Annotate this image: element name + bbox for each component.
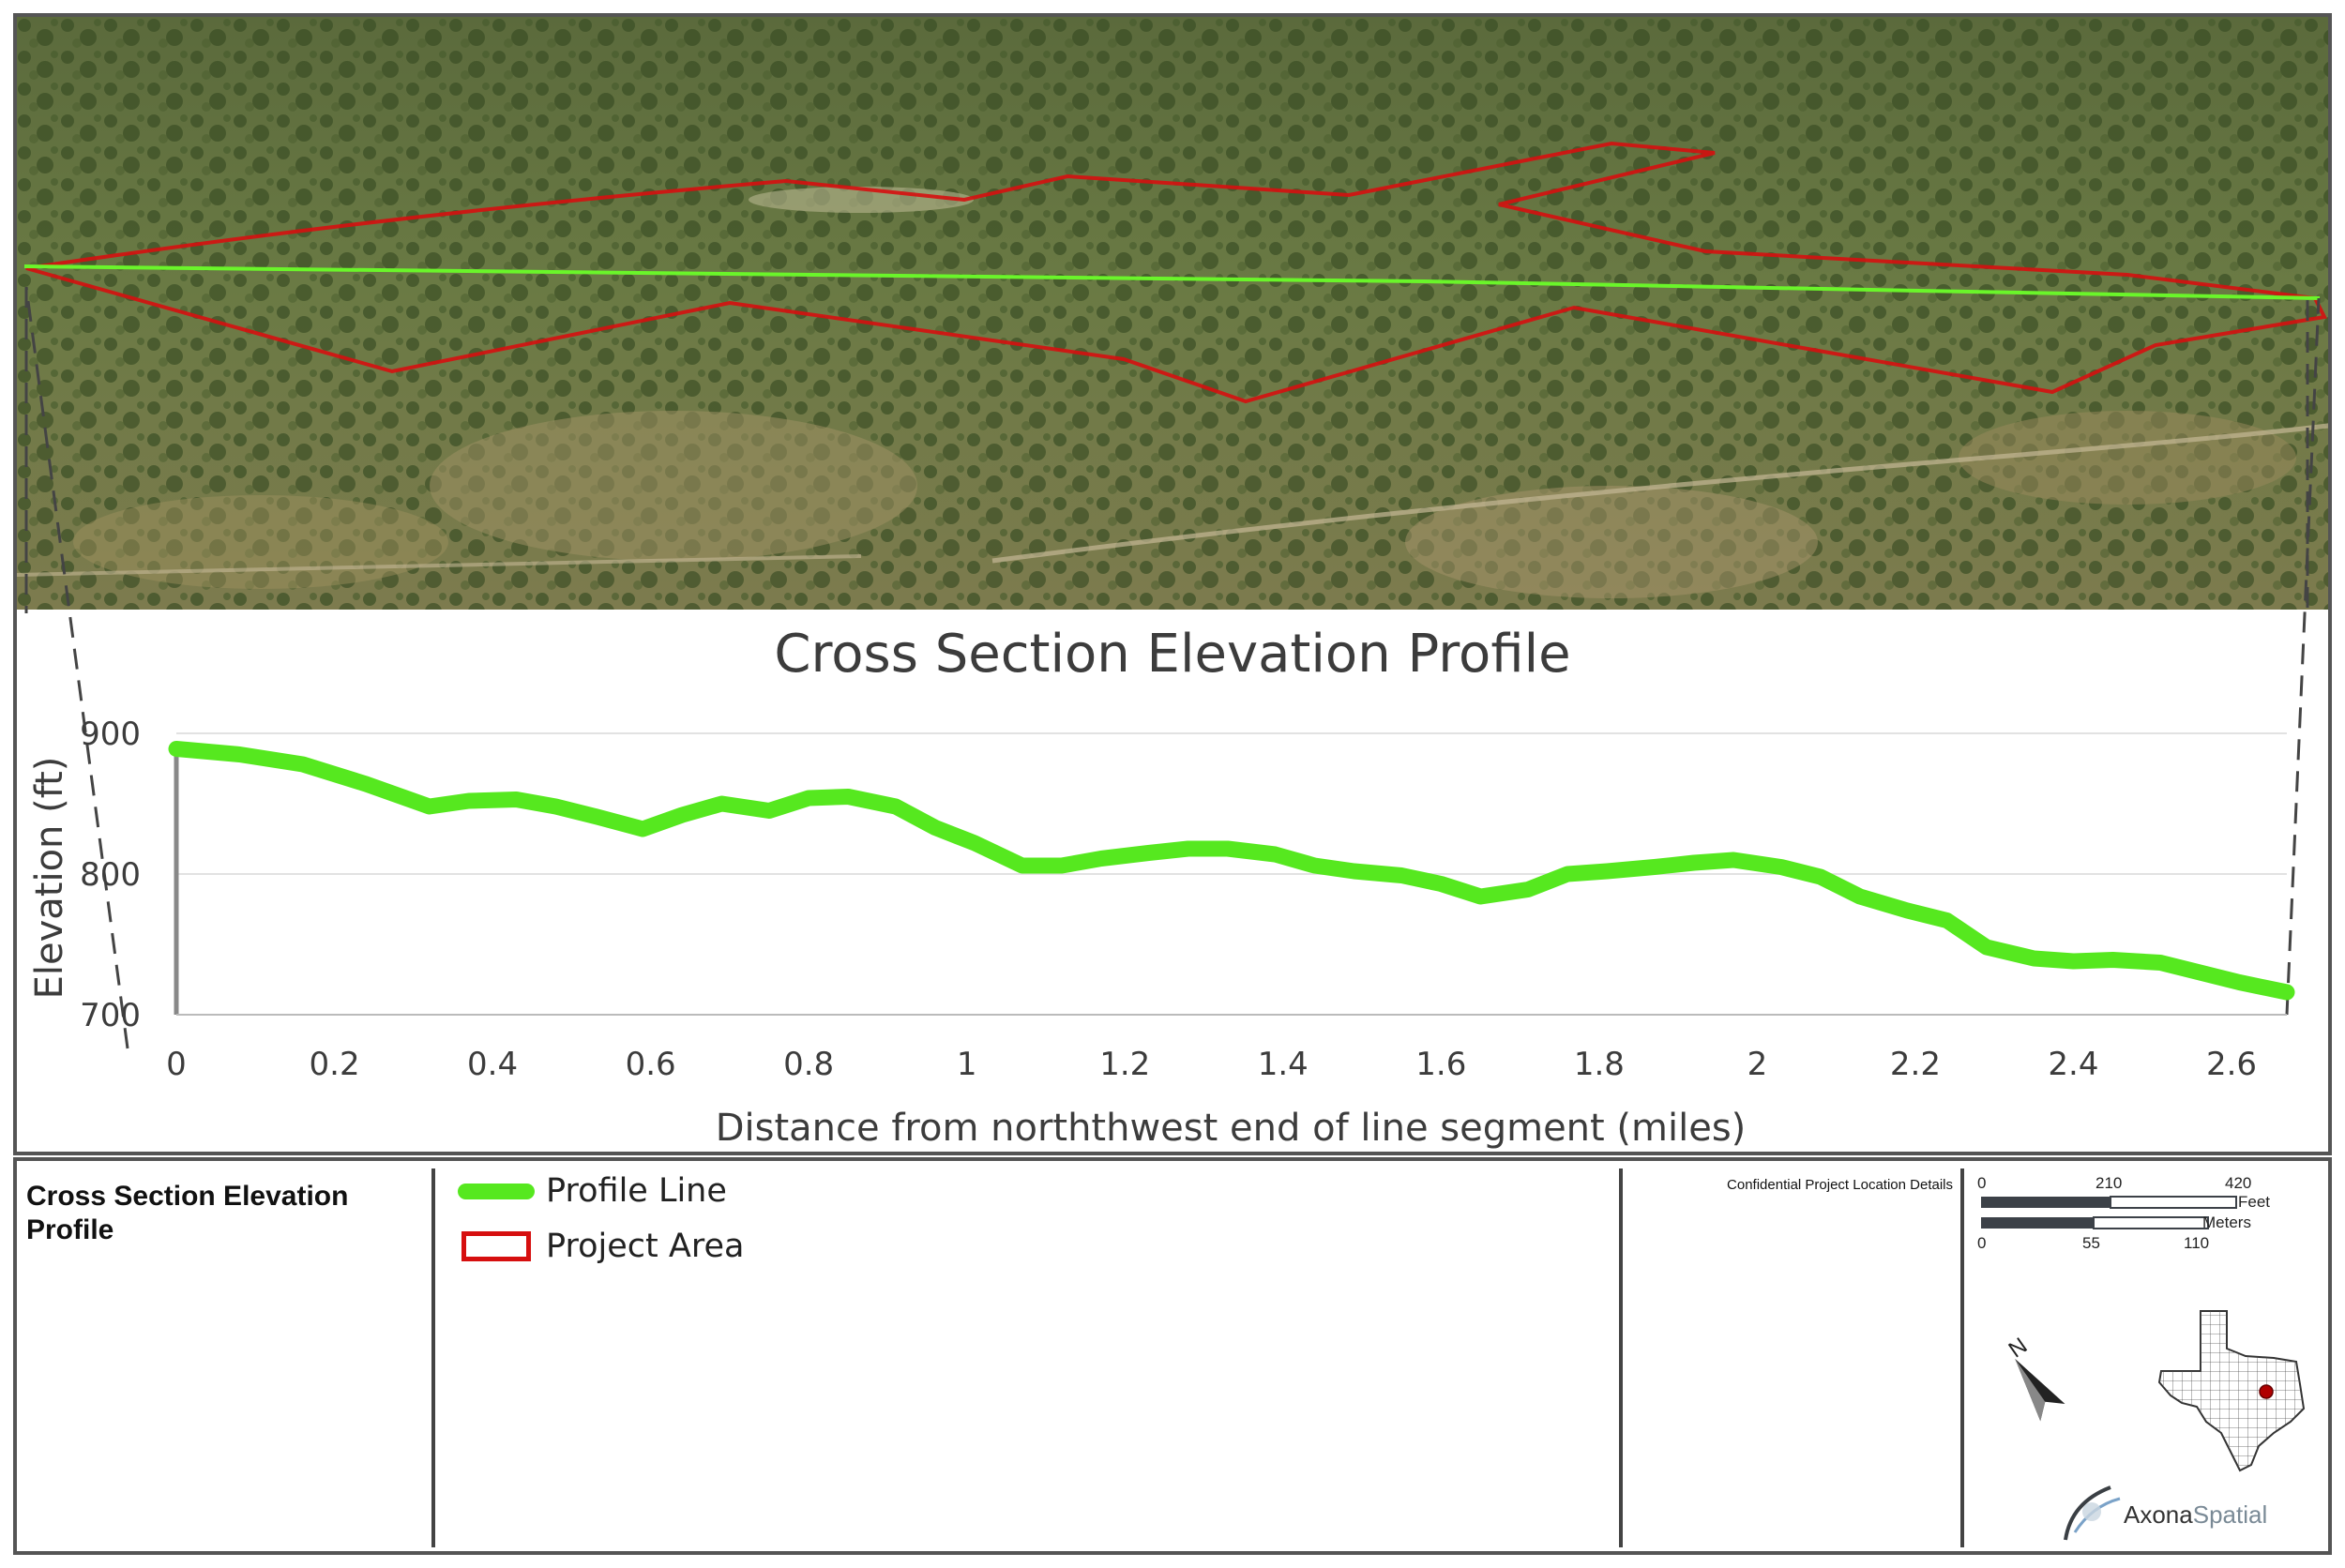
north-arrow-icon: N xyxy=(2005,1333,2065,1422)
confidential-location-label: Confidential Project Location Details xyxy=(1727,1177,1953,1193)
y-tick-labels: 700 800 900 xyxy=(80,716,141,1034)
scale-feet-unit: Feet xyxy=(2238,1193,2271,1211)
scale-meters-tick-0: 0 xyxy=(1977,1234,1987,1252)
project-area-polygon xyxy=(25,141,2327,404)
aerial-imagery xyxy=(17,17,2328,610)
gridlines xyxy=(176,732,2287,875)
north-arrow-label: N xyxy=(2005,1333,2033,1363)
x-tick-label: 1.6 xyxy=(1415,1046,1466,1083)
x-tick-label: 0.4 xyxy=(467,1046,518,1083)
x-tick-label: 0.2 xyxy=(310,1046,360,1083)
x-tick-label: 0.8 xyxy=(783,1046,834,1083)
scale-meters-unit: Meters xyxy=(2202,1214,2251,1231)
profile-line-swatch xyxy=(458,1183,535,1199)
scale-meters-tick-1: 55 xyxy=(2082,1234,2100,1252)
x-tick-label: 1.4 xyxy=(1258,1046,1309,1083)
x-tick-label: 2.6 xyxy=(2206,1046,2257,1083)
texas-locator-map-icon xyxy=(2157,1310,2306,1472)
x-tick-label: 2.4 xyxy=(2048,1046,2098,1083)
y-tick-label: 900 xyxy=(80,716,141,753)
chart-title: Cross Section Elevation Profile xyxy=(774,624,1570,685)
logo-wordmark: AxonaSpatial xyxy=(2124,1500,2267,1530)
y-tick-label: 800 xyxy=(80,856,141,894)
x-tick-label: 1 xyxy=(957,1046,977,1083)
project-area-swatch xyxy=(461,1231,531,1261)
profile-line-map xyxy=(23,264,2321,300)
panel-title: Cross Section Elevation Profile xyxy=(26,1181,349,1245)
logo-text-light: Spatial xyxy=(2192,1500,2268,1529)
x-tick-label: 1.8 xyxy=(1574,1046,1625,1083)
profile-line-series xyxy=(168,741,2295,1001)
x-tick-label: 1.2 xyxy=(1099,1046,1150,1083)
legend-label-project-area: Project Area xyxy=(546,1228,745,1265)
scale-meters-tick-2: 110 xyxy=(2184,1234,2210,1252)
legend-item-profile-line: Profile Line xyxy=(458,1168,727,1214)
x-axis-label: Distance from norththwest end of line se… xyxy=(716,1107,1747,1150)
x-tick-label: 2.2 xyxy=(1890,1046,1941,1083)
scale-feet-tick-1: 210 xyxy=(2095,1174,2123,1192)
logo-text-bold: Axona xyxy=(2124,1500,2193,1529)
legend-item-project-area: Project Area xyxy=(458,1223,744,1270)
scale-bar xyxy=(1981,1196,2237,1229)
scale-feet-tick-2: 420 xyxy=(2225,1174,2252,1192)
x-tick-labels: 0 0.2 0.4 0.6 0.8 1 1.2 1.4 1.6 1.8 2 2.2 2.4 2.6 xyxy=(166,1046,2257,1083)
x-tick-label: 0 xyxy=(166,1046,187,1083)
scale-feet-tick-0: 0 xyxy=(1977,1174,1987,1192)
y-axis-label: Elevation (ft) xyxy=(28,757,71,1000)
legend-label-profile-line: Profile Line xyxy=(546,1172,727,1210)
x-tick-label: 2 xyxy=(1747,1046,1768,1083)
axona-spatial-logo-icon xyxy=(2064,1485,2121,1541)
x-tick-label: 0.6 xyxy=(626,1046,676,1083)
y-tick-label: 700 xyxy=(80,997,141,1034)
